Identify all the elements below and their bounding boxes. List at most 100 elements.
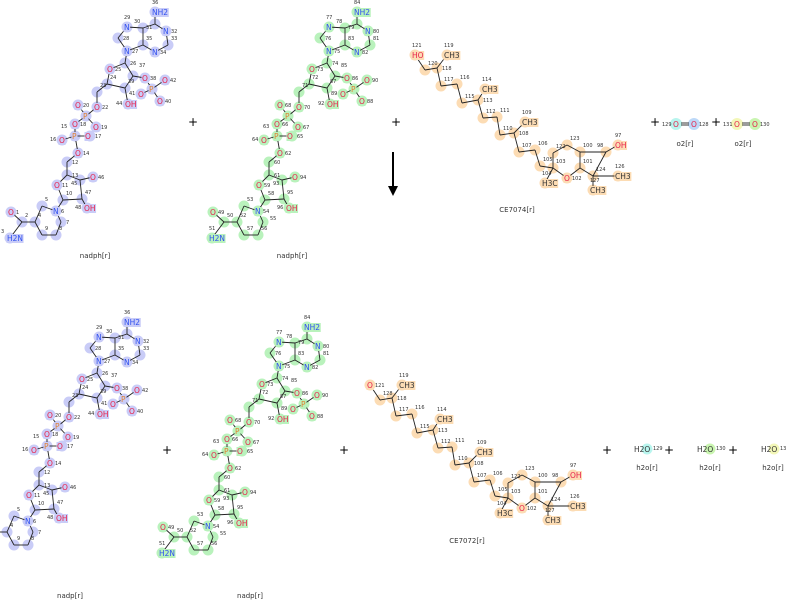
bond [437, 446, 453, 449]
atom-symbol: H2N [159, 549, 175, 558]
bond [456, 83, 463, 104]
atom-number: 11 [62, 183, 68, 189]
compound-name: h2o[r] [762, 464, 784, 472]
atom-symbol: N [365, 27, 371, 36]
atom-number: 62 [285, 151, 291, 157]
atom-label-bg [244, 438, 252, 447]
atom-number: 37 [139, 63, 145, 69]
plus-sign: + [339, 443, 349, 457]
atom-number: 15 [33, 434, 39, 440]
bond [592, 151, 607, 177]
atom-numbers: 121 128 118 119 117 116 115 113 114 112 111 110 108 1… [375, 373, 580, 514]
atom-number: 118 [397, 396, 407, 402]
atom-symbol: O [224, 435, 230, 444]
atom-label-bg [204, 522, 212, 531]
atom-number: 19 [73, 435, 79, 441]
atom-symbol: O [691, 120, 697, 129]
atom-numbers: 121 120 118 119 117 116 115 113 114 112 111 110 108 1… [412, 43, 625, 184]
atom-number: 100 [583, 143, 593, 149]
atom-number: 32 [143, 339, 149, 345]
bond [326, 62, 336, 77]
atom-symbol: N [25, 517, 31, 526]
atom-symbol: CH3 [522, 118, 538, 127]
atom-number: 103 [511, 489, 521, 495]
atom-label-bg [120, 395, 127, 404]
bond [96, 372, 106, 387]
atom-symbol: O [94, 103, 100, 112]
atom-label-bg [208, 234, 226, 243]
atom-symbol: N [124, 47, 130, 56]
atom-label-bg [308, 412, 316, 421]
atom-label-bg [226, 416, 234, 425]
bond [436, 67, 442, 87]
atom-number: 105 [498, 487, 508, 493]
atom-number: 47 [57, 500, 63, 506]
atom-number: 113 [483, 98, 493, 104]
atom-label-bg [113, 384, 121, 393]
atom-label-bg [563, 174, 571, 183]
atom-symbol: CH3 [399, 381, 415, 390]
atom-symbol: O [93, 123, 99, 132]
atom-label-bg [614, 141, 628, 150]
atom-number: 8 [31, 536, 34, 542]
bond [539, 165, 554, 169]
bond [231, 494, 235, 515]
bond [411, 413, 418, 434]
atom-number: 13 [72, 173, 78, 179]
atom-number: 17 [95, 134, 101, 140]
bond [566, 144, 581, 153]
bond [507, 474, 523, 484]
atom-label-bg [53, 181, 61, 190]
atom-label-bg [109, 400, 117, 409]
atom-number: 128 [383, 391, 393, 397]
atom-number: 36 [124, 310, 130, 316]
compound-name: h2o[r] [636, 464, 658, 472]
atom-number: 108 [474, 461, 484, 467]
atom-symbol: OH [97, 410, 109, 419]
atom-number: 83 [348, 36, 354, 42]
atom-symbol: CH3 [545, 516, 561, 525]
atom-number: 89 [281, 406, 287, 412]
atom-number: 23 [72, 393, 78, 399]
bond [432, 429, 439, 449]
bond [395, 413, 413, 417]
atom-label-bg [123, 318, 141, 327]
atom-label-bg [255, 181, 263, 190]
atom-symbol: H2N [209, 234, 225, 243]
atom-label-bg [56, 442, 64, 451]
atom-label-bg [226, 464, 234, 473]
atom-number: 92 [268, 416, 274, 422]
atom-label-bg [275, 362, 283, 371]
atom-label-bg [350, 85, 357, 94]
atom-label-bg [210, 451, 218, 460]
atom-number: 104 [542, 171, 552, 177]
atom-symbol: CH3 [477, 448, 493, 457]
atom-label-bg [241, 488, 249, 497]
bond [124, 75, 134, 89]
atom-symbol: N [135, 337, 141, 346]
atom-symbol: O [242, 488, 248, 497]
atom-number: 18 [52, 432, 58, 438]
atom-number: 16 [22, 447, 28, 453]
molecule-structure: O CH3 CH3 CH3 O OH CH3 CH3 H3C 121 128 118 119 117 116… [364, 373, 587, 526]
atom-number: 54 [263, 209, 269, 215]
atom-number: 34 [132, 360, 138, 366]
atom-number: 42 [170, 78, 176, 84]
bond [477, 99, 484, 119]
bond [55, 221, 62, 236]
atom-symbol: CH3 [437, 415, 453, 424]
atom-symbol: P [235, 427, 240, 436]
compound-name: CE7072[r] [449, 537, 485, 545]
atom-label-bg [43, 430, 51, 439]
atom-symbol: N [205, 522, 211, 531]
atom-symbol: O [564, 174, 570, 183]
atom-label-bg [254, 207, 262, 216]
atom-number: 24 [82, 385, 88, 391]
bond [214, 513, 235, 516]
compound-name: nadp[r] [57, 592, 83, 600]
atom-symbol: O [129, 407, 135, 416]
atom-symbol: N [124, 358, 130, 367]
plus-sign: + [664, 443, 674, 457]
